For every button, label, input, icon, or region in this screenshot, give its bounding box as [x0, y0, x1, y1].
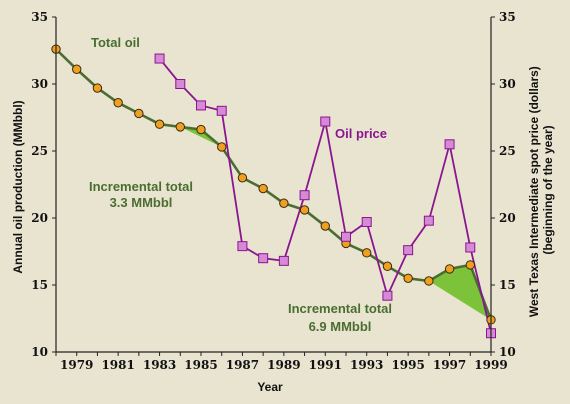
point-oil-price-1984 — [175, 79, 186, 89]
y-right-tick-label-30: 30 — [499, 77, 516, 91]
x-tick-label-1987: 1987 — [226, 358, 259, 372]
point-total-oil-1989 — [279, 198, 289, 208]
x-tick-label-1997: 1997 — [433, 358, 466, 372]
chart-labels: Total oil Oil price Incremental total 3.… — [11, 35, 555, 394]
point-total-oil-1994 — [382, 261, 393, 271]
point-oil-price-1992 — [341, 231, 351, 242]
y-left-tick-label-25: 25 — [31, 144, 48, 158]
point-total-oil-1982 — [134, 108, 144, 119]
ticks: 1979 1981 1983 1985 1987 1989 1991 1993 1995 1997… — [31, 10, 515, 372]
point-oil-price-1990 — [299, 190, 310, 201]
y-axis-left-title: Annual oil production (MMbbl) — [11, 100, 25, 273]
point-total-oil-1985 — [196, 124, 206, 135]
point-total-oil-1991 — [320, 221, 330, 231]
y-right-tick-label-25: 25 — [499, 144, 516, 158]
series-line-oil-price — [158, 57, 492, 334]
y-axis-right-title: West Texas Intermediate spot price (doll… — [527, 63, 555, 317]
y-right-tick-label-35: 35 — [499, 10, 516, 24]
x-tick-label-1999: 1999 — [474, 358, 507, 372]
point-total-oil-1980 — [92, 83, 103, 93]
x-tick-label-1989: 1989 — [267, 358, 300, 372]
y-left-tick-label-20: 20 — [31, 211, 48, 225]
point-total-oil-1979 — [72, 64, 82, 74]
point-oil-price-1991 — [320, 116, 331, 127]
y-right-tick-label-10: 10 — [499, 345, 516, 359]
point-total-oil-1995 — [403, 273, 413, 283]
point-total-oil-1987 — [237, 173, 248, 183]
point-oil-price-1989 — [278, 255, 289, 266]
point-oil-price-1997 — [444, 139, 455, 150]
axes — [55, 17, 492, 353]
point-oil-price-1987 — [237, 241, 248, 252]
y-axis-right-title-line1: West Texas Intermediate spot price (doll… — [527, 66, 541, 317]
point-total-oil-1998 — [465, 260, 475, 270]
point-oil-price-1985 — [196, 100, 206, 111]
point-total-oil-1986 — [217, 142, 227, 152]
y-left-tick-label-10: 10 — [31, 345, 48, 359]
x-tick-label-1981: 1981 — [101, 358, 134, 372]
point-total-oil-1983 — [154, 119, 165, 129]
y-left-tick-label-30: 30 — [31, 77, 48, 91]
x-tick-label-1983: 1983 — [143, 358, 176, 372]
point-oil-price-1994 — [382, 290, 393, 301]
point-oil-price-1986 — [216, 105, 227, 116]
point-oil-price-1983 — [154, 53, 165, 64]
y-left-tick-label-15: 15 — [31, 278, 48, 292]
x-tick-label-1979: 1979 — [60, 358, 93, 372]
point-total-oil-1988 — [258, 183, 268, 194]
point-total-oil-1996 — [424, 276, 434, 286]
y-right-tick-label-15: 15 — [499, 278, 516, 292]
legend-label-total-oil: Total oil — [91, 35, 140, 50]
annotation-incremental-1-amount: 3.3 MMbbl — [110, 195, 173, 210]
point-oil-price-1988 — [258, 253, 269, 264]
incremental-area-2 — [428, 264, 491, 320]
annotation-incremental-2-title: Incremental total — [288, 301, 392, 316]
x-tick-label-1995: 1995 — [391, 358, 424, 372]
point-total-oil-1990 — [299, 205, 310, 215]
x-axis-title: Year — [257, 380, 283, 394]
point-total-oil-1997 — [444, 264, 455, 274]
y-left-tick-label-35: 35 — [31, 10, 48, 24]
x-tick-label-1991: 1991 — [309, 358, 342, 372]
incremental-areas — [180, 126, 491, 320]
legend-label-oil-price: Oil price — [335, 126, 387, 141]
x-tick-label-1985: 1985 — [184, 358, 217, 372]
point-total-oil-1981 — [113, 98, 123, 108]
point-oil-price-1998 — [465, 242, 476, 253]
annotation-incremental-2-amount: 6.9 MMbbl — [309, 319, 372, 334]
point-total-oil-1984 — [175, 122, 185, 132]
series-line-total-oil — [55, 48, 493, 321]
incremental-area-1 — [180, 126, 222, 147]
annotation-incremental-1-title: Incremental total — [89, 179, 193, 194]
y-axis-right-title-line2: (beginning of the year) — [541, 125, 555, 254]
point-total-oil-1993 — [362, 248, 372, 258]
point-oil-price-1996 — [423, 215, 434, 226]
y-right-tick-label-20: 20 — [499, 211, 516, 225]
point-oil-price-1995 — [403, 245, 414, 256]
point-oil-price-1993 — [361, 217, 372, 228]
x-tick-label-1993: 1993 — [350, 358, 383, 372]
